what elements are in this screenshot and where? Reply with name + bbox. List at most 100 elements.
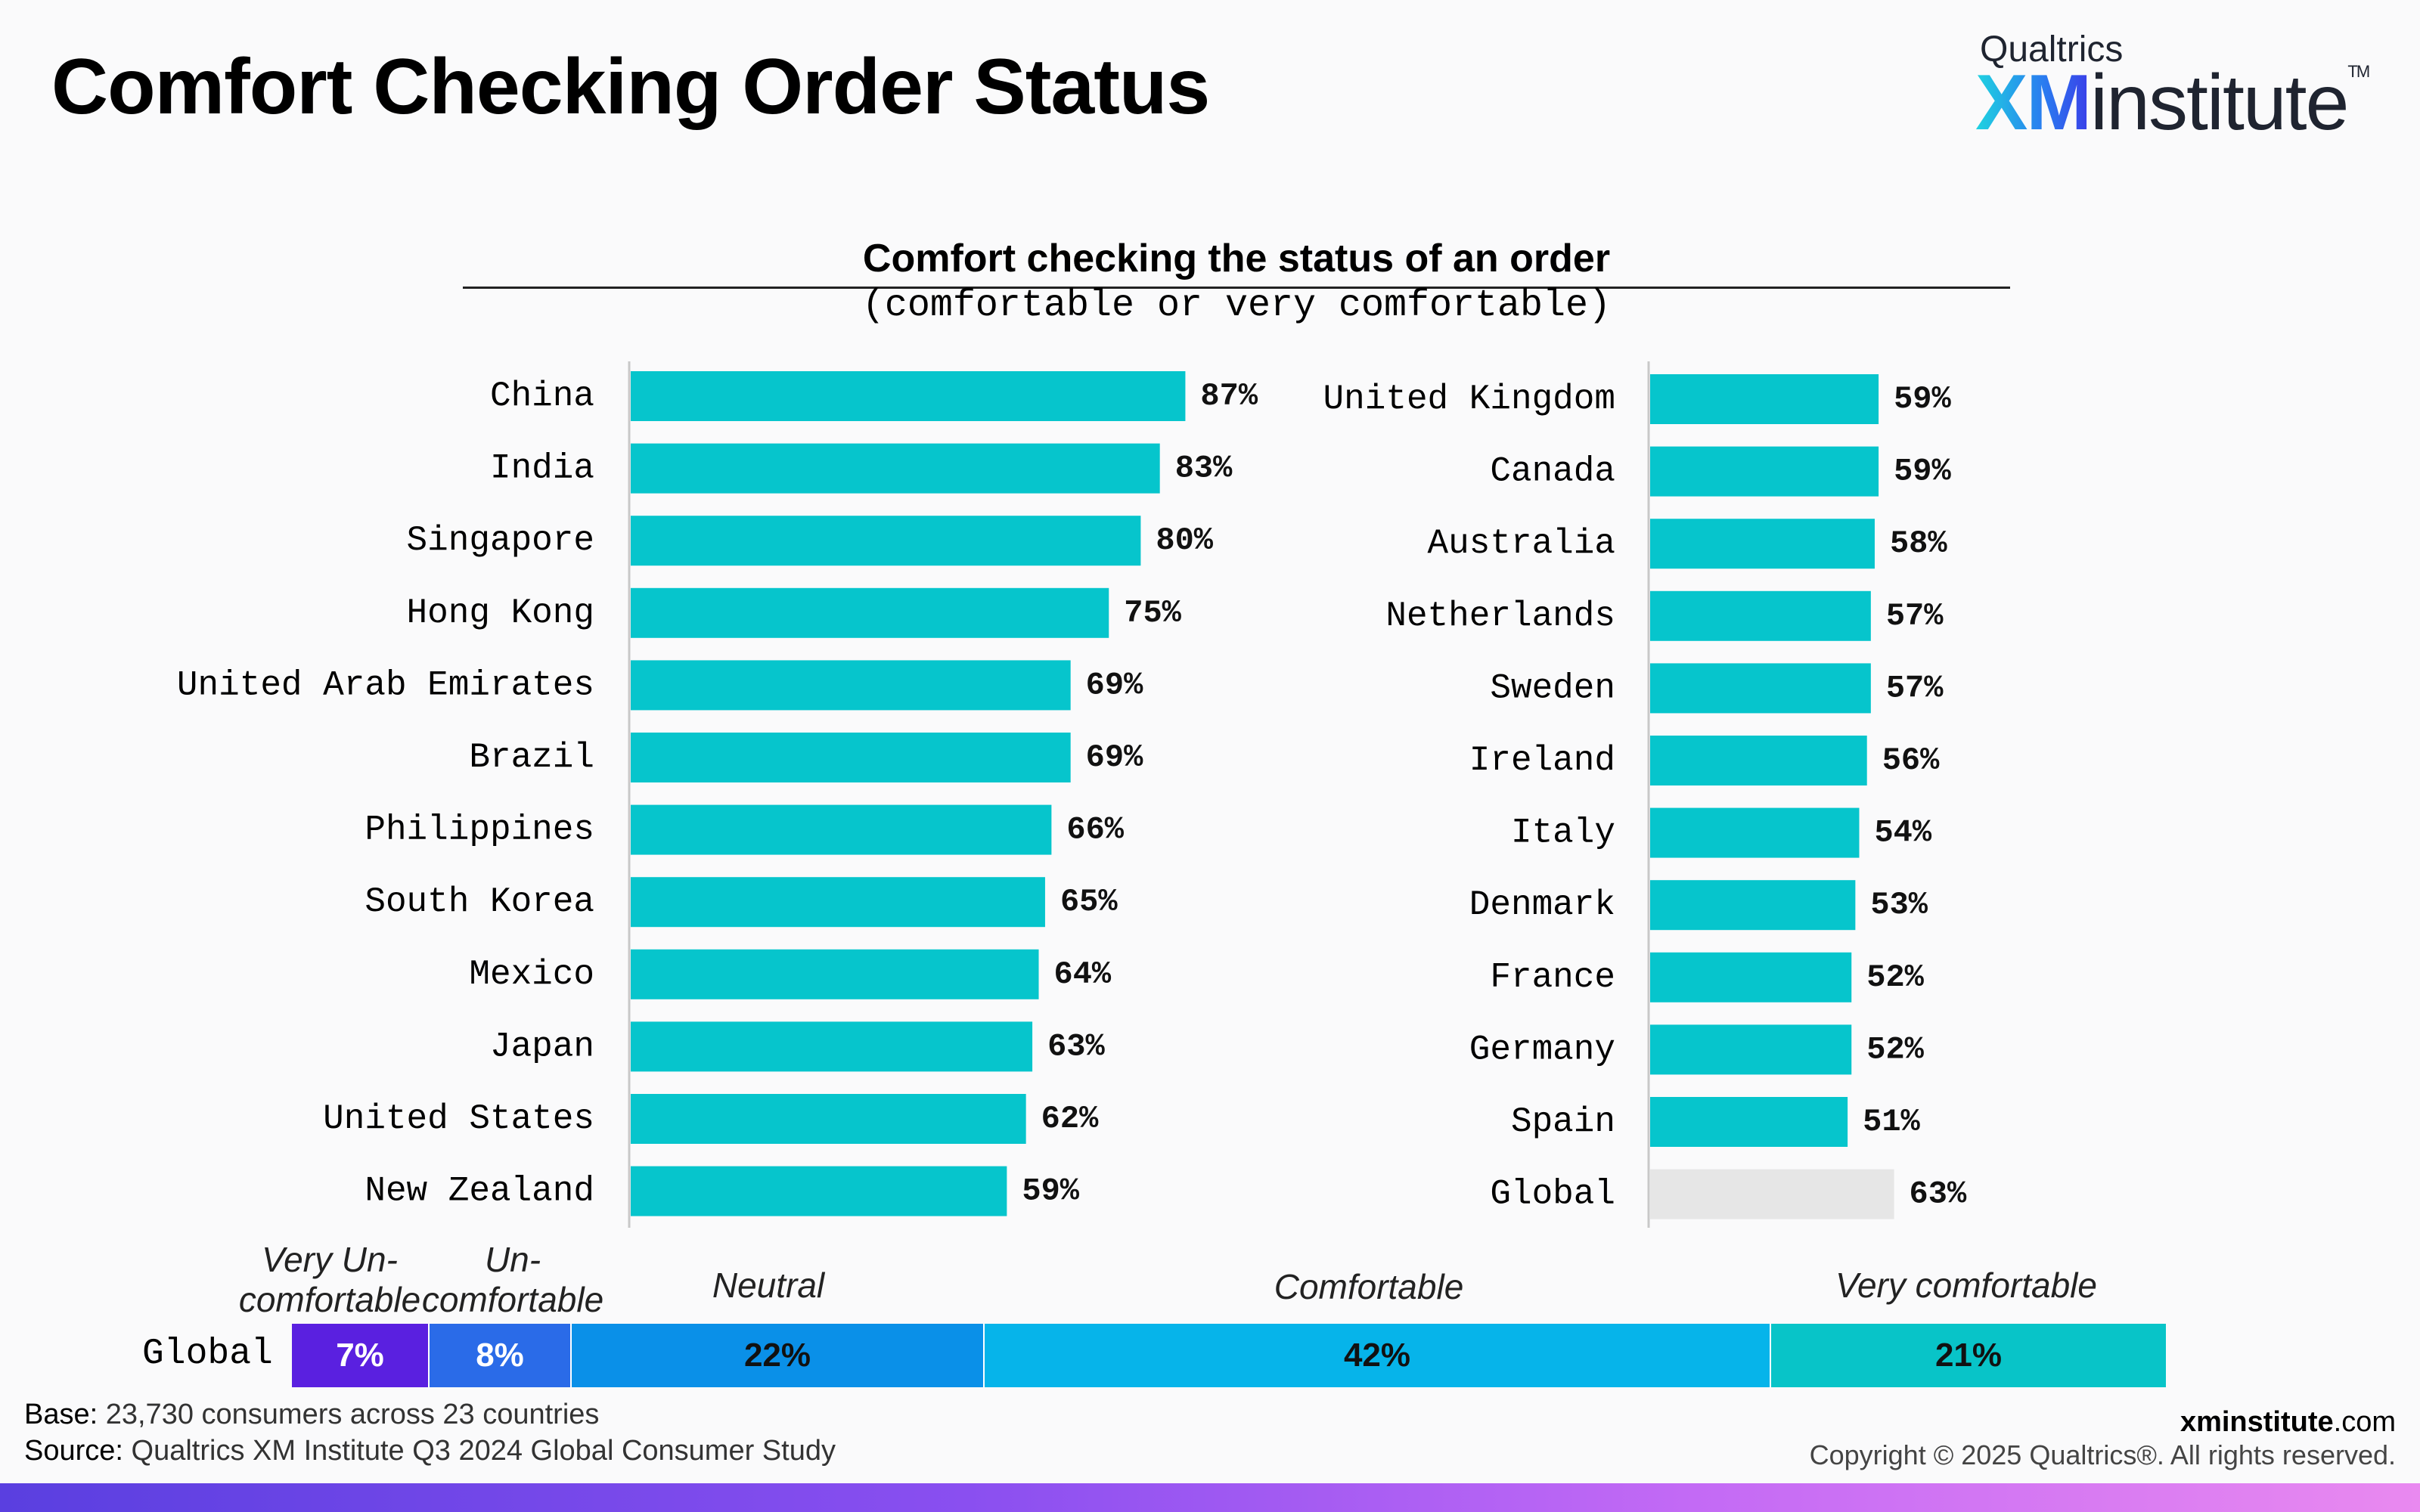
- stacked-row-label: Global: [142, 1334, 273, 1374]
- bar-hong-kong: [631, 587, 1109, 638]
- bar-france: [1650, 952, 1852, 1002]
- value-label-china: 87%: [1200, 378, 1258, 414]
- site-bold: xminstitute: [2180, 1406, 2334, 1438]
- site-link[interactable]: xminstitute.com: [2180, 1406, 2396, 1439]
- source-note: Source: Qualtrics XM Institute Q3 2024 G…: [24, 1435, 836, 1467]
- category-label-germany: Germany: [1469, 1030, 1615, 1069]
- category-label-japan: Japan: [490, 1027, 594, 1066]
- site-rest: .com: [2333, 1406, 2396, 1438]
- chart-title: Comfort checking the status of an order: [862, 237, 1611, 280]
- category-label-italy: Italy: [1511, 813, 1615, 853]
- bar-japan: [631, 1021, 1033, 1072]
- value-label-japan: 63%: [1047, 1028, 1105, 1064]
- legend-neutral: Neutral: [712, 1266, 825, 1305]
- bar-united-states: [631, 1094, 1026, 1144]
- category-label-united-kingdom: United Kingdom: [1323, 380, 1615, 419]
- bar-united-arab-emirates: [631, 660, 1071, 711]
- segment-neutral: 22%: [570, 1324, 983, 1387]
- legend-very-comfortable: Very comfortable: [1835, 1266, 2097, 1305]
- value-label-denmark: 53%: [1870, 887, 1928, 923]
- bar-philippines: [631, 804, 1052, 855]
- bar-mexico: [631, 949, 1039, 999]
- value-label-united-states: 62%: [1041, 1101, 1099, 1137]
- category-label-hong-kong: Hong Kong: [407, 593, 594, 633]
- legend-uncomfortable: Un- comfortable: [421, 1240, 604, 1319]
- category-label-mexico: Mexico: [469, 955, 594, 994]
- logo-qualtrics-text: Qualtrics: [1980, 29, 2124, 70]
- copyright: Copyright © 2025 Qualtrics®. All rights …: [1809, 1439, 2396, 1470]
- category-label-denmark: Denmark: [1469, 885, 1615, 925]
- bar-china: [631, 371, 1186, 421]
- page-title: Comfort Checking Order Status: [51, 43, 1210, 131]
- value-label-singapore: 80%: [1156, 522, 1213, 559]
- category-label-united-arab-emirates: United Arab Emirates: [177, 665, 594, 705]
- category-label-united-states: United States: [323, 1099, 594, 1139]
- value-label-united-kingdom: 59%: [1894, 381, 1951, 417]
- value-label-new-zealand: 59%: [1022, 1173, 1079, 1210]
- value-label-italy: 54%: [1874, 815, 1931, 851]
- bar-india: [631, 443, 1160, 494]
- value-label-global: 63%: [1910, 1176, 1967, 1213]
- bar-global: [1650, 1169, 1894, 1219]
- bar-ireland: [1650, 736, 1867, 785]
- value-label-sweden: 57%: [1886, 670, 1944, 706]
- category-label-singapore: Singapore: [407, 521, 594, 560]
- category-label-china: China: [490, 376, 594, 416]
- country-bar-chart: China 87% India 83% Singapore 80% Hong Kong 75%…: [177, 361, 1967, 1228]
- category-label-brazil: Brazil: [469, 738, 594, 777]
- value-label-philippines: 66%: [1066, 812, 1124, 848]
- category-label-india: India: [490, 449, 594, 488]
- category-label-sweden: Sweden: [1490, 668, 1615, 708]
- base-text: 23,730 consumers across 23 countries: [105, 1399, 600, 1430]
- logo-xm: XM: [1975, 59, 2092, 147]
- segment-very-uncomfortable: 7%: [292, 1324, 428, 1387]
- value-label-germany: 52%: [1866, 1031, 1924, 1067]
- bar-singapore: [631, 516, 1141, 566]
- value-label-france: 52%: [1866, 959, 1924, 996]
- category-label-new-zealand: New Zealand: [365, 1172, 594, 1211]
- bar-spain: [1650, 1097, 1848, 1147]
- value-label-netherlands: 57%: [1886, 598, 1944, 634]
- segment-very-comfortable: 21%: [1770, 1324, 2166, 1387]
- xm-institute-logo: XMinstituteTM: [1975, 62, 2370, 143]
- value-label-ireland: 56%: [1882, 742, 1940, 779]
- bar-italy: [1650, 807, 1860, 858]
- bar-united-kingdom: [1650, 374, 1879, 424]
- category-label-philippines: Philippines: [365, 810, 594, 850]
- bar-netherlands: [1650, 590, 1871, 641]
- logo-institute: institute: [2090, 59, 2349, 147]
- value-label-mexico: 64%: [1054, 956, 1112, 993]
- source-text: Qualtrics XM Institute Q3 2024 Global Co…: [131, 1435, 836, 1467]
- category-label-spain: Spain: [1511, 1102, 1615, 1142]
- value-label-australia: 58%: [1890, 525, 1947, 562]
- category-label-canada: Canada: [1490, 452, 1615, 491]
- source-label: Source:: [24, 1435, 123, 1467]
- bar-sweden: [1650, 663, 1871, 714]
- segment-uncomfortable: 8%: [428, 1324, 570, 1387]
- bar-denmark: [1650, 880, 1856, 931]
- base-note: Base: 23,730 consumers across 23 countri…: [24, 1399, 599, 1431]
- logo-trademark: TM: [2347, 62, 2370, 81]
- category-label-netherlands: Netherlands: [1385, 596, 1615, 636]
- category-label-france: France: [1490, 958, 1615, 997]
- bar-australia: [1650, 519, 1875, 569]
- bar-brazil: [631, 733, 1071, 782]
- segment-comfortable: 42%: [983, 1324, 1770, 1387]
- bottom-gradient-band: [0, 1483, 2420, 1512]
- title-divider: [463, 287, 2010, 289]
- category-label-australia: Australia: [1428, 524, 1615, 563]
- bar-south-korea: [631, 877, 1045, 928]
- legend-very-uncomfortable: Very Un- comfortable: [238, 1240, 421, 1319]
- category-label-global: Global: [1490, 1175, 1615, 1214]
- value-label-united-arab-emirates: 69%: [1086, 667, 1143, 703]
- chart-subtitle: (comfortable or very comfortable): [861, 284, 1612, 327]
- category-label-ireland: Ireland: [1469, 741, 1615, 780]
- value-label-brazil: 69%: [1086, 739, 1143, 776]
- legend-comfortable: Comfortable: [1274, 1267, 1464, 1306]
- value-label-south-korea: 65%: [1060, 884, 1118, 920]
- category-label-south-korea: South Korea: [365, 882, 594, 922]
- value-label-canada: 59%: [1894, 454, 1951, 490]
- base-label: Base:: [24, 1399, 98, 1430]
- value-label-india: 83%: [1175, 451, 1233, 487]
- bar-canada: [1650, 446, 1879, 497]
